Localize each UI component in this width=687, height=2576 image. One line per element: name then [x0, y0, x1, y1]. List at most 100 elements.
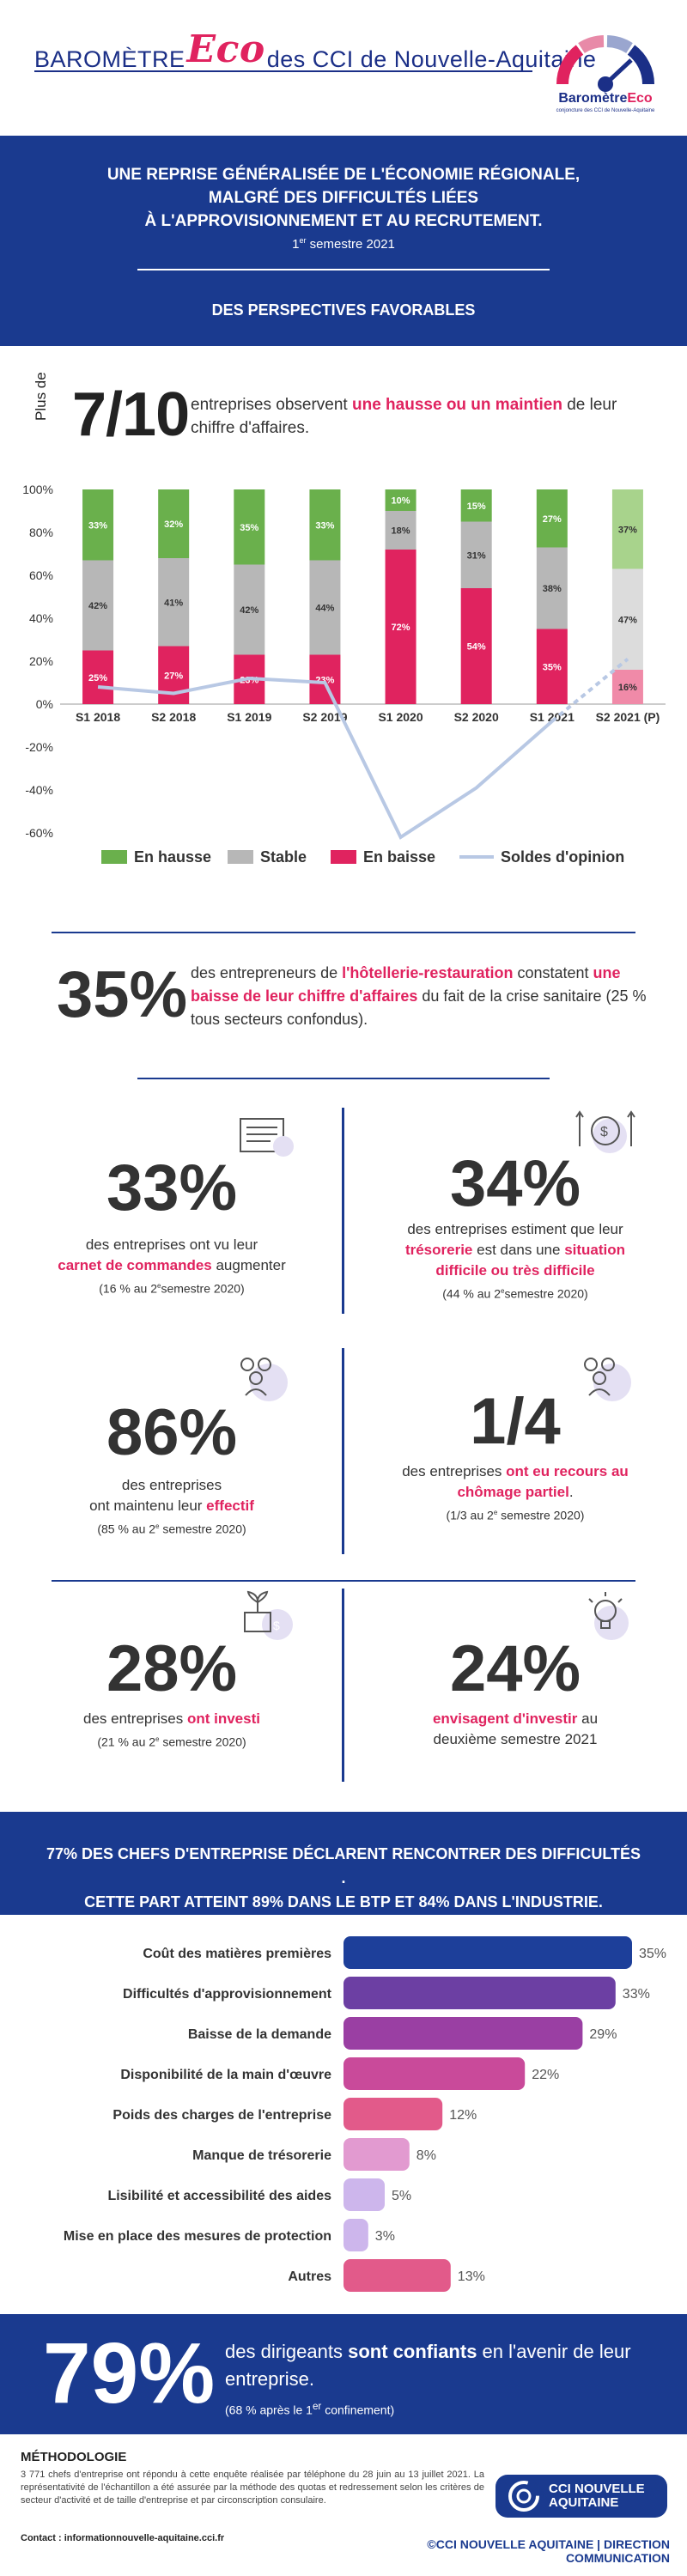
staff-percent: 86% [106, 1396, 238, 1469]
perspectives-heading: DES PERSPECTIVES FAVORABLES [211, 301, 476, 319]
difficulty-bar [344, 2138, 410, 2171]
x-tick-label: S1 2020 [378, 710, 423, 724]
header: BAROMÈTREEcodes CCI de Nouvelle-Aquitain… [0, 0, 687, 136]
bar-en-baisse [536, 629, 568, 704]
difficulty-value: 33% [623, 1987, 650, 2002]
plan-investment-percent: 24% [449, 1632, 581, 1705]
bar-stable [234, 564, 265, 655]
invested-percent: 28% [106, 1632, 238, 1705]
bar-value-label: 10% [392, 496, 410, 507]
bar-en-baisse [82, 650, 114, 704]
bar-value-label: 42% [88, 601, 107, 611]
bar-value-label: 15% [467, 501, 486, 512]
bar-en-hausse [158, 489, 190, 558]
bar-value-label: 72% [392, 623, 410, 633]
bar-en-baisse [385, 550, 416, 704]
x-tick-label: S2 2021 (P) [596, 710, 660, 724]
turnover-chart: 100% 80% 60% 40% 20% 0% -20% -40% -60% 25% 42% 33% S… [22, 483, 666, 866]
barometre-logo: BaromètreEco conjoncture des CCI de Nouv… [550, 15, 661, 123]
difficulty-bar [344, 2057, 526, 2090]
difficulty-bar [344, 1977, 616, 2009]
difficulty-value: 35% [639, 1947, 666, 1961]
bar-value-label: 16% [618, 683, 637, 693]
y-tick-label: -20% [25, 740, 53, 754]
headline-text: entreprises observent une hausse ou un m… [191, 396, 617, 437]
difficulties-band: 77% DES CHEFS D'ENTREPRISE DÉCLARENT REN… [0, 1812, 687, 1915]
difficulty-bar [344, 2178, 385, 2211]
legend-label: En baisse [363, 848, 435, 866]
treasury-icon: $ [575, 1110, 635, 1153]
order-book-icon [240, 1118, 294, 1157]
hotel-percent: 35% [57, 958, 188, 1031]
svg-text:$: $ [273, 1619, 280, 1632]
bar-en-hausse [309, 489, 341, 561]
intro-title: UNE REPRISE GÉNÉRALISÉE DE L'ÉCONOMIE RÉ… [106, 166, 581, 230]
difficulty-value: 13% [458, 2269, 485, 2284]
difficulty-label: Poids des charges de l'entreprise [112, 2108, 331, 2123]
invested-text: des entreprises ont investi (21 % au 2e … [83, 1710, 260, 1749]
y-tick-label: 60% [29, 568, 53, 582]
difficulty-value: 5% [392, 2189, 411, 2203]
bar-en-baisse [460, 588, 492, 704]
bar-value-label: 35% [543, 662, 562, 672]
difficulties-chart: Coût des matières premières 35% Difficulté… [64, 1936, 666, 2292]
legend-swatch [228, 850, 253, 864]
bar-value-label: 25% [88, 673, 107, 683]
methodology-title: MÉTHODOLOGIE [21, 2450, 127, 2464]
y-tick-label: 40% [29, 611, 53, 625]
bar-en-hausse [611, 489, 643, 569]
legend-swatch [331, 850, 356, 864]
bar-value-label: 44% [315, 604, 334, 614]
difficulty-label: Difficultés d'approvisionnement [123, 1987, 332, 2002]
svg-text:$: $ [600, 1125, 608, 1139]
bar-en-hausse [82, 489, 114, 561]
difficulties-title: 77% DES CHEFS D'ENTREPRISE DÉCLARENT REN… [46, 1845, 641, 1911]
brand-underline [34, 70, 532, 72]
bar-stable [82, 560, 114, 651]
intro-divider [137, 269, 550, 270]
bar-value-label: 37% [618, 525, 637, 535]
bar-value-label: 18% [392, 526, 410, 537]
bar-stable [158, 558, 190, 647]
difficulty-label: Autres [288, 2269, 331, 2284]
bar-en-baisse [611, 670, 643, 704]
x-tick-label: S2 2019 [302, 710, 347, 724]
partial-unemployment-ratio: 1/4 [470, 1385, 561, 1458]
bar-value-label: 38% [543, 584, 562, 594]
bar-stable [385, 511, 416, 550]
orders-percent: 33% [106, 1151, 238, 1224]
y-tick-label: 20% [29, 654, 53, 668]
x-tick-label: S1 2018 [76, 710, 120, 724]
cci-badge: CCI NOUVELLE AQUITAINE [495, 2475, 667, 2518]
legend-label: En hausse [134, 848, 211, 866]
partial-unemployment-text: des entreprises ont eu recours au chômag… [402, 1463, 629, 1522]
difficulty-label: Mise en place des mesures de protection [64, 2229, 331, 2244]
legend-label: Stable [260, 848, 307, 866]
x-tick-label: S1 2019 [227, 710, 271, 724]
difficulty-label: Coût des matières premières [143, 1947, 331, 1961]
brand-title: BAROMÈTREEcodes CCI de Nouvelle-Aquitain… [34, 27, 597, 72]
orders-text: des entreprises ont vu leur carnet de co… [58, 1236, 286, 1296]
plan-investment-text: envisagent d'investir au deuxième semest… [432, 1710, 599, 1747]
y-tick-label: -40% [25, 783, 53, 797]
column-divider [342, 1348, 344, 1554]
difficulty-bar [344, 1936, 632, 1969]
difficulty-label: Disponibilité de la main d'œuvre [120, 2068, 331, 2082]
staff-icon [240, 1358, 288, 1401]
bar-value-label: 41% [164, 598, 183, 608]
y-tick-label: 80% [29, 526, 53, 539]
bar-value-label: 47% [618, 615, 637, 625]
difficulty-label: Baisse de la demande [188, 2027, 331, 2042]
bar-value-label: 35% [240, 523, 258, 533]
difficulty-bar [344, 2219, 368, 2251]
bar-value-label: 27% [164, 671, 183, 681]
bar-value-label: 32% [164, 519, 183, 530]
y-tick-label: 0% [36, 697, 53, 711]
lightbulb-icon [588, 1592, 629, 1640]
difficulty-label: Lisibilité et accessibilité des aides [107, 2189, 331, 2203]
bar-en-hausse [385, 489, 416, 511]
bar-en-hausse [460, 489, 492, 522]
bar-value-label: 31% [467, 550, 486, 561]
methodology-text: 3 771 chefs d'entreprise ont répondu à c… [21, 2470, 484, 2506]
bar-value-label: 27% [543, 514, 562, 525]
